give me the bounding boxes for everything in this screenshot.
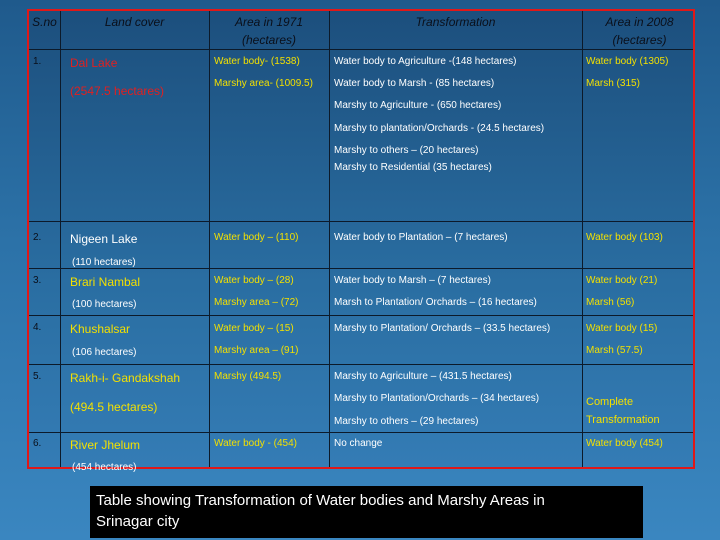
area-1971-value: Marshy area – (72) (214, 297, 299, 308)
area-2008-value: Water body (1305) (586, 56, 669, 67)
transformation-item: No change (334, 438, 383, 449)
column-divider (60, 11, 61, 467)
land-cover-name: Brari Nambal (70, 275, 141, 289)
caption-line-2: Srinagar city (96, 513, 180, 530)
transformation-item: Marshy to Agriculture - (650 hectares) (334, 100, 502, 111)
column-divider (329, 11, 330, 467)
row-number: 5. (33, 371, 42, 382)
transformation-item: Marshy to others – (29 hectares) (334, 416, 479, 427)
header-area-1971: Area in 1971 (234, 15, 304, 29)
area-1971-value: Marshy area – (91) (214, 345, 299, 356)
land-cover-area: (2547.5 hectares) (70, 84, 165, 98)
transformation-item: Marshy to Plantation/ Orchards – (33.5 h… (334, 323, 551, 334)
header-area-1971-unit: (hectares) (241, 33, 297, 47)
land-cover-area: (110 hectares) (72, 257, 136, 268)
area-2008-value: Marsh (56) (586, 297, 635, 308)
area-2008-value: Marsh (57.5) (586, 345, 643, 356)
area-1971-value: Water body – (28) (214, 275, 294, 286)
area-2008-value: Water body (103) (586, 232, 663, 243)
area-1971-value: Water body- (1538) (214, 56, 300, 67)
area-2008-value: Water body (454) (586, 438, 663, 449)
header-area-2008: Area in 2008 (605, 15, 674, 29)
area-1971-value: Water body – (110) (214, 232, 299, 243)
land-cover-name: Khushalsar (70, 322, 131, 336)
transformation-item: Marshy to others – (20 hectares) (334, 145, 479, 156)
area-1971-value: Marshy area- (1009.5) (214, 78, 313, 89)
area-2008-value: Complete (586, 396, 634, 408)
land-cover-area: (100 hectares) (72, 299, 137, 310)
column-divider (582, 11, 583, 467)
area-2008-value: Transformation (586, 414, 660, 426)
table-caption: Table showing Transformation of Water bo… (90, 486, 643, 538)
transformation-item: Marshy to Residential (35 hectares) (334, 162, 492, 173)
header-sno: S.no (32, 15, 57, 29)
row-divider (29, 221, 693, 222)
transformation-item: Water body to Marsh – (7 hectares) (334, 275, 491, 286)
header-area-2008-unit: (hectares) (612, 33, 667, 47)
row-number: 1. (33, 56, 42, 67)
transformation-item: Marshy to Agriculture – (431.5 hectares) (334, 371, 512, 382)
area-1971-value: Marshy (494.5) (214, 371, 282, 382)
data-table: S.no Land cover Area in 1971 (hectares) … (27, 9, 695, 473)
row-divider (29, 315, 693, 316)
header-transformation: Transformation (415, 15, 496, 29)
transformation-item: Marsh to Plantation/ Orchards – (16 hect… (334, 297, 537, 308)
caption-line-1: Table showing Transformation of Water bo… (96, 492, 545, 509)
area-2008-value: Water body (15) (586, 323, 658, 334)
land-cover-name: Dal Lake (70, 56, 118, 70)
area-1971-value: Water body - (454) (214, 438, 297, 449)
row-number: 6. (33, 438, 42, 449)
row-number: 3. (33, 275, 42, 286)
area-2008-value: Marsh (315) (586, 78, 640, 89)
land-cover-name: Nigeen Lake (70, 232, 138, 246)
land-cover-area: (494.5 hectares) (70, 400, 158, 414)
area-1971-value: Water body – (15) (214, 323, 294, 334)
land-cover-area: (106 hectares) (72, 347, 137, 358)
land-cover-area: (454 hectares) (72, 462, 137, 473)
column-divider (209, 11, 210, 467)
land-cover-name: River Jhelum (70, 438, 141, 452)
row-number: 4. (33, 322, 42, 333)
row-number: 2. (33, 232, 42, 243)
land-cover-name: Rakh-i- Gandakshah (70, 371, 181, 385)
row-divider (29, 268, 693, 269)
area-2008-value: Water body (21) (586, 275, 658, 286)
transformation-item: Water body to Plantation – (7 hectares) (334, 232, 508, 243)
transformation-item: Marshy to Plantation/Orchards – (34 hect… (334, 393, 540, 404)
transformation-item: Marshy to plantation/Orchards - (24.5 he… (334, 123, 545, 134)
transformation-item: Water body to Marsh - (85 hectares) (334, 78, 495, 89)
row-divider (29, 364, 693, 365)
header-divider (29, 49, 693, 50)
transformation-item: Water body to Agriculture -(148 hectares… (334, 56, 517, 67)
header-land-cover: Land cover (104, 15, 165, 29)
row-divider (29, 432, 693, 433)
